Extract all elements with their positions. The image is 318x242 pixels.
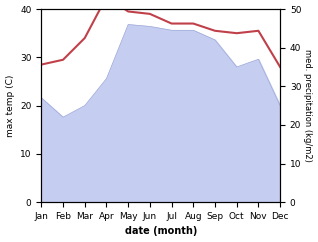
- Y-axis label: max temp (C): max temp (C): [5, 75, 15, 137]
- X-axis label: date (month): date (month): [125, 227, 197, 236]
- Y-axis label: med. precipitation (kg/m2): med. precipitation (kg/m2): [303, 49, 313, 162]
